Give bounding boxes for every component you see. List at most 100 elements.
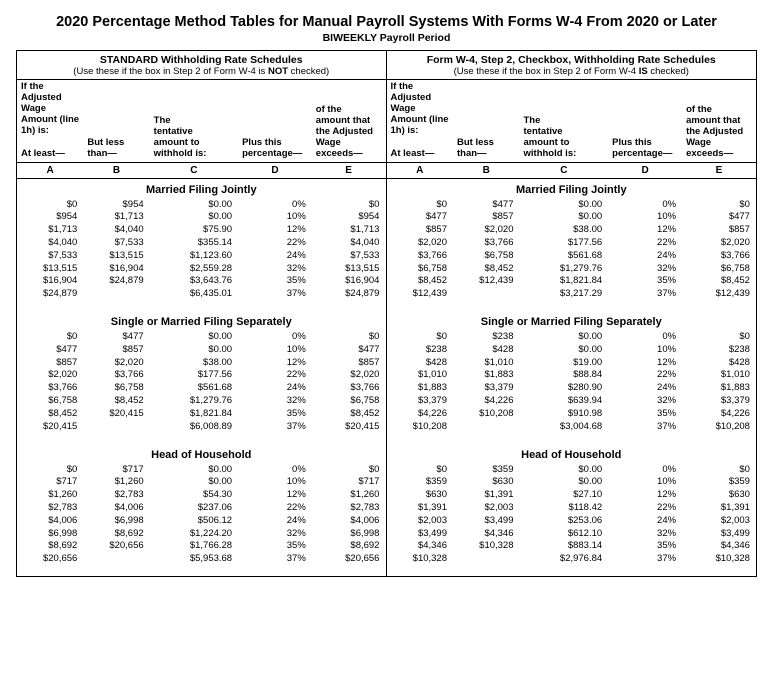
- table-cell: $4,040: [17, 237, 83, 250]
- table-cell: $2,020: [17, 369, 83, 382]
- section-data: $0$477$0.000%$0$477$857$0.0010%$477$857$…: [387, 199, 757, 312]
- table-row: $4,346$10,328$883.1435%$4,346: [387, 540, 757, 553]
- table-cell: $1,821.84: [150, 408, 238, 421]
- table-cell: $0: [312, 199, 386, 212]
- table-cell: 24%: [238, 515, 312, 528]
- table-cell: $2,783: [83, 489, 149, 502]
- table-cell: $118.42: [520, 502, 609, 515]
- table-cell: $1,010: [682, 369, 756, 382]
- table-cell: 24%: [608, 382, 682, 395]
- table-cell: $1,391: [682, 502, 756, 515]
- table-cell: $20,656: [83, 540, 149, 553]
- table-cell: $717: [17, 476, 83, 489]
- table-cell: $6,758: [387, 263, 454, 276]
- table-cell: [453, 421, 520, 434]
- table-row: $4,040$7,533$355.1422%$4,040: [17, 237, 386, 250]
- table-cell: $630: [387, 489, 454, 502]
- table-row: $20,415$6,008.8937%$20,415: [17, 421, 386, 434]
- col-letter: C: [150, 163, 238, 178]
- table-row: $0$477$0.000%$0: [387, 199, 757, 212]
- table-cell: $1,713: [312, 224, 386, 237]
- table-cell: $1,010: [453, 357, 520, 370]
- table-cell: $0.00: [520, 199, 609, 212]
- table-cell: $717: [312, 476, 386, 489]
- table-cell: $75.90: [150, 224, 238, 237]
- table-row: $857$2,020$38.0012%$857: [17, 357, 386, 370]
- table-cell: $8,692: [312, 540, 386, 553]
- table-cell: $280.90: [520, 382, 609, 395]
- table-cell: $3,499: [682, 528, 756, 541]
- table-cell: $8,452: [17, 408, 83, 421]
- table-cell: $1,883: [682, 382, 756, 395]
- table-cell: $8,452: [387, 275, 454, 288]
- table-cell: $0: [387, 199, 454, 212]
- table-row: $6,998$8,692$1,224.2032%$6,998: [17, 528, 386, 541]
- table-cell: $238: [682, 344, 756, 357]
- table-cell: [83, 553, 149, 566]
- letter-row: ABCDE: [17, 163, 386, 179]
- table-row: $4,226$10,208$910.9835%$4,226: [387, 408, 757, 421]
- table-cell: $0.00: [520, 211, 609, 224]
- table-cell: $1,123.60: [150, 250, 238, 263]
- table-cell: $24,879: [83, 275, 149, 288]
- table-cell: $630: [682, 489, 756, 502]
- table-cell: 37%: [238, 288, 312, 301]
- section-title: Head of Household: [387, 444, 757, 464]
- table-row: $857$2,020$38.0012%$857: [387, 224, 757, 237]
- col-letter: E: [312, 163, 386, 178]
- table-row: $3,766$6,758$561.6824%$3,766: [17, 382, 386, 395]
- table-cell: $88.84: [520, 369, 609, 382]
- table-cell: $2,003: [453, 502, 520, 515]
- table-row: $8,452$12,439$1,821.8435%$8,452: [387, 275, 757, 288]
- table-cell: [453, 553, 520, 566]
- table-row: $477$857$0.0010%$477: [387, 211, 757, 224]
- table-cell: $4,346: [453, 528, 520, 541]
- table-cell: $6,998: [312, 528, 386, 541]
- table-row: $630$1,391$27.1012%$630: [387, 489, 757, 502]
- col-letter: D: [238, 163, 312, 178]
- table-cell: $13,515: [17, 263, 83, 276]
- table-cell: $630: [453, 476, 520, 489]
- table-cell: 22%: [608, 237, 682, 250]
- table-cell: $0.00: [150, 199, 238, 212]
- table-cell: $253.06: [520, 515, 609, 528]
- table-cell: $359: [387, 476, 454, 489]
- table-cell: $1,883: [387, 382, 454, 395]
- table-cell: $477: [17, 344, 83, 357]
- table-cell: $10,208: [682, 421, 756, 434]
- table-cell: $0.00: [520, 344, 609, 357]
- table-cell: $6,758: [312, 395, 386, 408]
- table-cell: 10%: [608, 476, 682, 489]
- table-cell: 10%: [608, 344, 682, 357]
- table-cell: 10%: [238, 211, 312, 224]
- table-cell: $0: [387, 464, 454, 477]
- table-cell: 0%: [238, 331, 312, 344]
- table-cell: 12%: [238, 224, 312, 237]
- table-cell: $1,224.20: [150, 528, 238, 541]
- table-cell: $3,379: [682, 395, 756, 408]
- table-cell: $4,226: [453, 395, 520, 408]
- table-cell: 0%: [238, 464, 312, 477]
- col-letter: A: [387, 163, 454, 178]
- table-cell: $13,515: [312, 263, 386, 276]
- table-row: $2,003$3,499$253.0624%$2,003: [387, 515, 757, 528]
- table-cell: $12,439: [387, 288, 454, 301]
- table-cell: 37%: [608, 553, 682, 566]
- table-cell: $3,499: [453, 515, 520, 528]
- table-cell: 24%: [608, 250, 682, 263]
- tables-container: STANDARD Withholding Rate Schedules(Use …: [16, 50, 757, 577]
- table-cell: $1,766.28: [150, 540, 238, 553]
- table-cell: 12%: [238, 489, 312, 502]
- table-row: $7,533$13,515$1,123.6024%$7,533: [17, 250, 386, 263]
- table-cell: $561.68: [520, 250, 609, 263]
- table-cell: 37%: [238, 553, 312, 566]
- table-cell: $54.30: [150, 489, 238, 502]
- col-header-b: But lessthan—: [83, 82, 149, 160]
- table-cell: $0.00: [520, 464, 609, 477]
- table-row: $16,904$24,879$3,643.7635%$16,904: [17, 275, 386, 288]
- table-cell: $355.14: [150, 237, 238, 250]
- table-cell: $1,260: [83, 476, 149, 489]
- section-data: $0$238$0.000%$0$238$428$0.0010%$238$428$…: [387, 331, 757, 444]
- table-row: $6,758$8,452$1,279.7632%$6,758: [17, 395, 386, 408]
- table-cell: 32%: [608, 395, 682, 408]
